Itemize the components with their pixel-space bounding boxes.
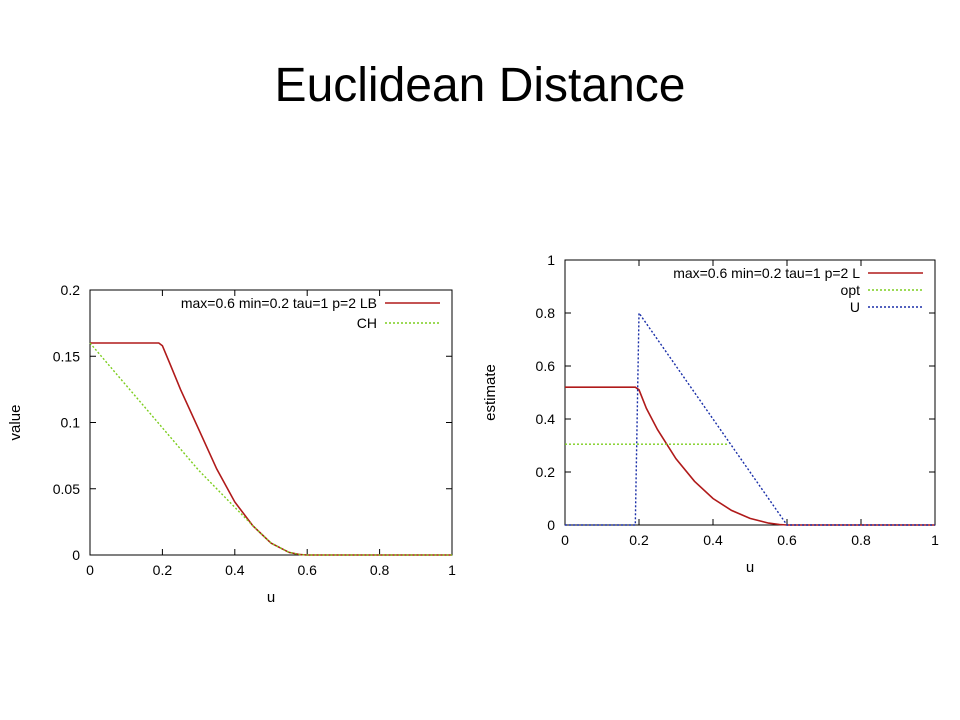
series-line [565, 386, 935, 526]
series-line [565, 310, 935, 526]
legend-label: opt [841, 282, 861, 298]
x-axis-label: u [746, 559, 754, 576]
y-tick-label: 0.1 [61, 415, 81, 431]
y-tick-label: 0.4 [536, 411, 556, 427]
x-tick-label: 0.2 [153, 562, 173, 578]
x-tick-label: 0.6 [777, 532, 797, 548]
x-tick-label: 0 [561, 532, 569, 548]
x-tick-label: 0.8 [851, 532, 871, 548]
legend-label: CH [357, 315, 377, 331]
plot-frame [564, 259, 936, 526]
y-tick-label: 0.2 [536, 464, 556, 480]
plot-frame [89, 289, 453, 556]
legend-label: max=0.6 min=0.2 tau=1 p=2 L [673, 265, 860, 281]
y-tick-label: 0.2 [61, 282, 81, 298]
x-tick-label: 0.6 [297, 562, 317, 578]
y-axis-label: estimate [482, 364, 499, 421]
legend-label: max=0.6 min=0.2 tau=1 p=2 LB [181, 295, 377, 311]
x-tick-label: 1 [931, 532, 939, 548]
slide-title: Euclidean Distance [274, 59, 686, 112]
y-tick-label: 0.05 [53, 481, 80, 497]
right-chart: 0 0.2 0.4 0.6 0.8 1 0 0.2 0.4 0.6 0.8 1 u estimate max… [482, 252, 939, 576]
x-tick-label: 0.8 [370, 562, 390, 578]
series-line [90, 342, 452, 556]
y-tick-label: 0.8 [536, 305, 556, 321]
y-tick-label: 0.15 [53, 348, 80, 364]
x-tick-label: 1 [448, 562, 456, 578]
x-tick-label: 0 [86, 562, 94, 578]
legend-label: U [850, 299, 860, 315]
series-line [89, 342, 452, 556]
x-tick-label: 0.4 [703, 532, 723, 548]
left-chart: 0 0.2 0.4 0.6 0.8 1 0 0.05 0.1 0.15 0.2 u value max=0… [7, 282, 456, 606]
x-tick-label: 0.4 [225, 562, 245, 578]
x-tick-label: 0.2 [629, 532, 649, 548]
y-tick-label: 1 [547, 252, 555, 268]
y-tick-label: 0.6 [536, 358, 556, 374]
x-axis-label: u [267, 589, 275, 606]
y-tick-label: 0 [72, 547, 80, 563]
y-tick-label: 0 [547, 517, 555, 533]
y-axis-label: value [7, 405, 24, 441]
